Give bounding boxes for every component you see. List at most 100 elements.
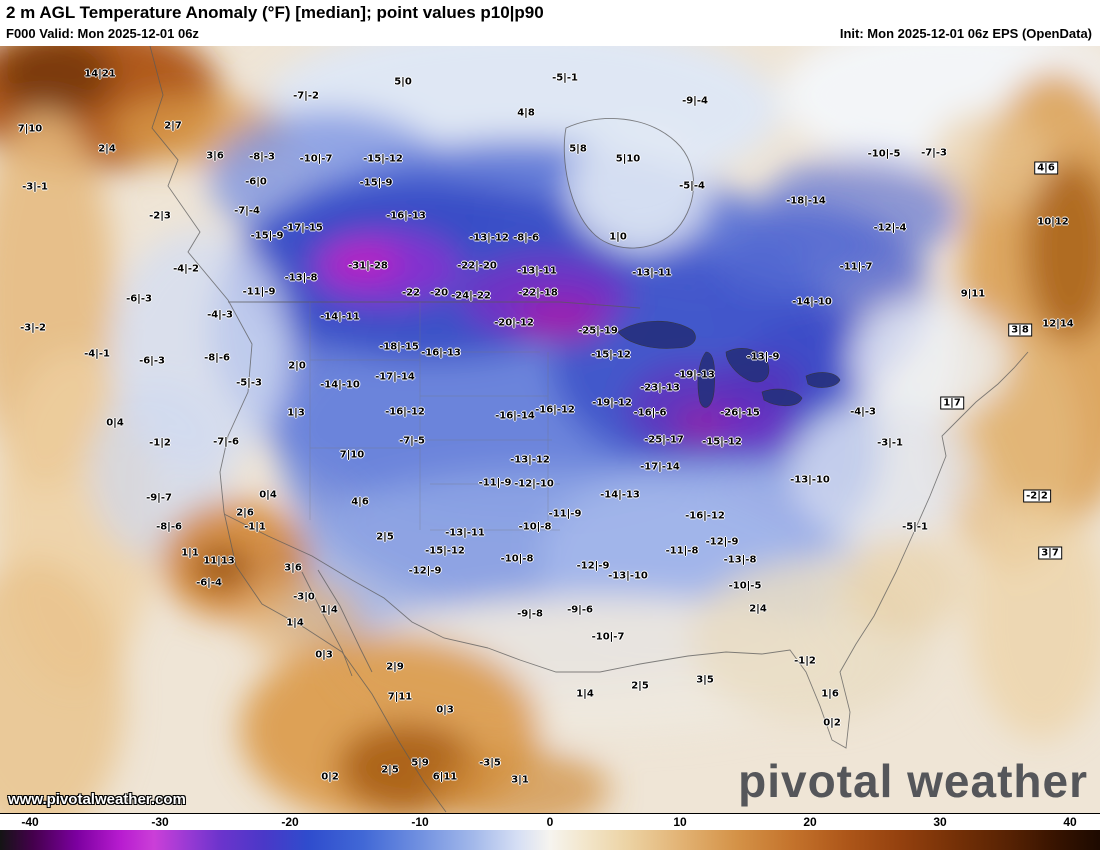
point-value: -17|-14: [375, 371, 415, 383]
point-value: -26|-15: [720, 407, 760, 419]
point-value: -16|-13: [421, 347, 461, 359]
point-value: -8|-6: [513, 232, 539, 244]
point-value: -11|-9: [478, 477, 512, 489]
point-value: -13|-11: [517, 265, 557, 277]
point-value: 12|14: [1042, 318, 1074, 330]
point-value: -14|-10: [792, 296, 832, 308]
colorbar-tick-label: -30: [151, 815, 169, 829]
point-value: -4|-2: [173, 263, 199, 275]
point-value: 0|3: [436, 704, 454, 716]
point-value: -16|-13: [386, 210, 426, 222]
point-value: 1|4: [286, 617, 304, 629]
point-value: 4|6: [1034, 161, 1058, 175]
init-time-label: Init: Mon 2025-12-01 06z EPS (OpenData): [839, 26, 1092, 41]
point-value: -12|-9: [408, 565, 442, 577]
point-value: -15|-12: [425, 545, 465, 557]
point-value: 3|1: [511, 774, 529, 786]
point-value: -13|-10: [608, 570, 648, 582]
colorbar-tick-label: 40: [1063, 815, 1077, 829]
point-value: 1|3: [287, 407, 305, 419]
point-value: -22|-20: [457, 260, 497, 272]
point-value: -16|-12: [385, 406, 425, 418]
point-value: 5|8: [569, 143, 587, 155]
point-value: -6|-3: [139, 355, 165, 367]
point-value: 2|5: [381, 764, 399, 776]
colorbar-tick-label: 30: [933, 815, 947, 829]
point-value: -13|-8: [723, 554, 757, 566]
point-value: 2|0: [288, 360, 306, 372]
point-value: -16|-12: [535, 404, 575, 416]
point-value: -7|-4: [234, 205, 260, 217]
point-value: 4|8: [517, 107, 535, 119]
point-value: 7|10: [339, 449, 365, 461]
point-value: -8|-6: [156, 521, 182, 533]
point-value: -5|-3: [236, 377, 262, 389]
point-value: -13|-9: [746, 351, 780, 363]
point-value: -13|-12: [469, 232, 509, 244]
point-value: 0|2: [321, 771, 339, 783]
point-value: 2|4: [749, 603, 767, 615]
point-value: -9|-7: [146, 492, 172, 504]
point-value: -16|-14: [495, 410, 535, 422]
point-value: -15|-12: [363, 153, 403, 165]
point-value: -1|1: [244, 521, 266, 533]
point-value: -15|-9: [250, 230, 284, 242]
point-value: 5|0: [394, 76, 412, 88]
point-value: 2|5: [631, 680, 649, 692]
point-value: 14|21: [84, 68, 116, 80]
point-value: -10|-5: [728, 580, 762, 592]
point-value: 2|9: [386, 661, 404, 673]
point-value: -10|-8: [500, 553, 534, 565]
point-value: -13|-10: [790, 474, 830, 486]
point-value: 0|3: [315, 649, 333, 661]
point-value: 3|5: [696, 674, 714, 686]
point-value: -3|-1: [22, 181, 48, 193]
point-value: -6|0: [245, 176, 267, 188]
point-value: -3|-1: [877, 437, 903, 449]
us-canada-border: [228, 301, 641, 309]
map-title: 2 m AGL Temperature Anomaly (°F) [median…: [6, 3, 544, 22]
point-value: -17|-15: [283, 222, 323, 234]
point-value: -10|-7: [591, 631, 625, 643]
point-value: -8|-3: [249, 151, 275, 163]
point-value: -3|0: [293, 591, 315, 603]
state-borders: [309, 302, 560, 531]
point-value: -11|-8: [665, 545, 699, 557]
point-value: 6|11: [432, 771, 458, 783]
point-value: -7|-6: [213, 436, 239, 448]
point-value: -7|-2: [293, 90, 319, 102]
point-value: 3|8: [1008, 323, 1032, 337]
point-value: -11|-7: [839, 261, 873, 273]
point-value: 10|12: [1037, 216, 1069, 228]
point-value: -19|-13: [675, 369, 715, 381]
point-value: -4|-3: [850, 406, 876, 418]
watermark-logo: pivotal weather: [738, 755, 1088, 807]
point-value: -7|-5: [399, 435, 425, 447]
point-value: 3|6: [284, 562, 302, 574]
point-value: 5|9: [411, 757, 429, 769]
point-value: 11|13: [203, 555, 235, 567]
point-value: 7|11: [387, 691, 413, 703]
gulf-atlantic-coastline: [487, 351, 1029, 749]
point-value: 3|7: [1038, 546, 1062, 560]
colorbar-tick-label: -20: [281, 815, 299, 829]
point-value: -3|-2: [20, 322, 46, 334]
point-value: -11|-9: [548, 508, 582, 520]
point-value: -16|-12: [685, 510, 725, 522]
point-value: 1|1: [181, 547, 199, 559]
colorbar-tick-label: 20: [803, 815, 817, 829]
lake-erie: [761, 388, 803, 407]
point-value: -2|3: [149, 210, 171, 222]
point-value: 1|6: [821, 688, 839, 700]
point-value: -11|-9: [242, 286, 276, 298]
website-url: www.pivotalweather.com: [8, 791, 186, 808]
colorbar-tick-label: -10: [411, 815, 429, 829]
lake-superior: [617, 320, 696, 349]
point-value: -10|-5: [867, 148, 901, 160]
point-value: -6|-3: [126, 293, 152, 305]
point-value: -4|-3: [207, 309, 233, 321]
point-value: 0|2: [823, 717, 841, 729]
lake-ontario: [805, 372, 841, 388]
point-value: 0|4: [259, 489, 277, 501]
